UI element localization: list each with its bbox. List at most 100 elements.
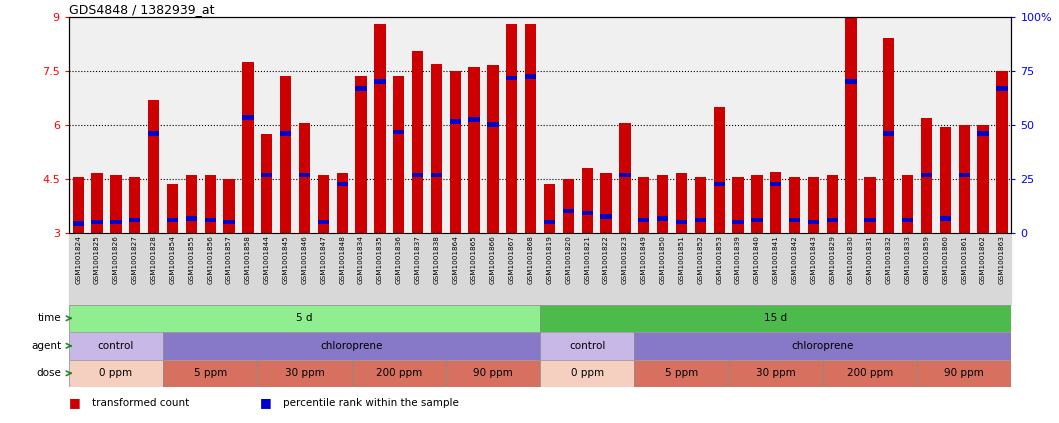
Text: ■: ■ — [259, 396, 271, 409]
Bar — [620, 123, 630, 233]
Bar — [540, 332, 634, 360]
Bar — [729, 360, 823, 387]
Bar — [73, 177, 84, 233]
Bar — [540, 305, 1011, 332]
Bar — [110, 175, 122, 233]
Bar — [352, 360, 446, 387]
Bar — [562, 179, 574, 233]
Bar — [864, 177, 876, 233]
Bar — [223, 220, 235, 224]
Bar — [223, 179, 235, 233]
Bar — [789, 218, 801, 222]
Bar — [544, 184, 555, 233]
Bar — [185, 175, 197, 233]
Bar — [540, 360, 634, 387]
Bar — [845, 79, 857, 84]
Text: 30 ppm: 30 ppm — [756, 368, 795, 378]
Bar — [487, 66, 499, 233]
Bar — [939, 126, 951, 233]
Bar — [657, 216, 668, 221]
Bar — [714, 182, 724, 187]
Text: chloroprene: chloroprene — [321, 341, 382, 351]
Bar — [695, 177, 706, 233]
Bar — [374, 79, 385, 84]
Bar — [337, 182, 347, 187]
Bar — [676, 220, 687, 224]
Bar — [204, 175, 216, 233]
Bar — [902, 218, 913, 222]
Bar — [600, 214, 612, 219]
Bar — [110, 220, 122, 224]
Bar — [823, 360, 917, 387]
Bar — [634, 360, 729, 387]
Bar — [808, 220, 819, 224]
Bar — [770, 182, 782, 187]
Bar — [733, 177, 743, 233]
Bar — [243, 62, 253, 233]
Bar — [917, 360, 1011, 387]
Bar — [393, 76, 405, 233]
Bar — [69, 360, 163, 387]
Text: 5 d: 5 d — [297, 313, 312, 323]
Bar — [450, 71, 461, 233]
Bar — [73, 221, 84, 226]
Bar — [562, 209, 574, 214]
Bar — [714, 107, 724, 233]
Bar — [468, 117, 480, 122]
Bar — [299, 123, 310, 233]
Bar — [356, 76, 366, 233]
Bar — [789, 177, 801, 233]
Bar — [902, 175, 913, 233]
Bar — [600, 173, 612, 233]
Bar — [412, 51, 424, 233]
Text: 5 ppm: 5 ppm — [665, 368, 698, 378]
Bar — [446, 360, 540, 387]
Bar — [639, 218, 649, 222]
Bar — [356, 86, 366, 91]
Bar — [280, 76, 291, 233]
Bar — [676, 173, 687, 233]
Bar — [657, 175, 668, 233]
Bar — [163, 360, 257, 387]
Text: 90 ppm: 90 ppm — [473, 368, 513, 378]
Bar — [808, 177, 819, 233]
Bar — [374, 24, 385, 233]
Text: ■: ■ — [69, 396, 80, 409]
Bar — [883, 132, 895, 136]
Bar — [148, 132, 159, 136]
Text: dose: dose — [36, 368, 61, 378]
Bar — [148, 100, 159, 233]
Bar — [431, 173, 442, 178]
Bar — [204, 218, 216, 222]
Bar — [91, 173, 103, 233]
Text: 200 ppm: 200 ppm — [376, 368, 421, 378]
Bar — [939, 216, 951, 221]
Text: GDS4848 / 1382939_at: GDS4848 / 1382939_at — [69, 3, 214, 16]
Bar — [318, 220, 329, 224]
Bar — [751, 175, 762, 233]
Bar — [337, 173, 347, 233]
Bar — [958, 125, 970, 233]
Bar — [412, 173, 424, 178]
Bar — [997, 86, 1007, 91]
Bar — [468, 67, 480, 233]
Bar — [262, 134, 272, 233]
Bar — [770, 172, 782, 233]
Bar — [91, 220, 103, 224]
Bar — [751, 218, 762, 222]
Text: 90 ppm: 90 ppm — [945, 368, 984, 378]
Bar — [506, 24, 518, 233]
Text: 0 ppm: 0 ppm — [100, 368, 132, 378]
Text: control: control — [569, 341, 606, 351]
Bar — [163, 332, 540, 360]
Bar — [827, 175, 838, 233]
Bar — [167, 184, 178, 233]
Bar — [262, 173, 272, 178]
Bar — [69, 305, 540, 332]
Bar — [506, 76, 518, 80]
Bar — [958, 173, 970, 178]
Bar — [581, 168, 593, 233]
Bar — [257, 360, 352, 387]
Text: agent: agent — [31, 341, 61, 351]
Bar — [525, 24, 536, 233]
